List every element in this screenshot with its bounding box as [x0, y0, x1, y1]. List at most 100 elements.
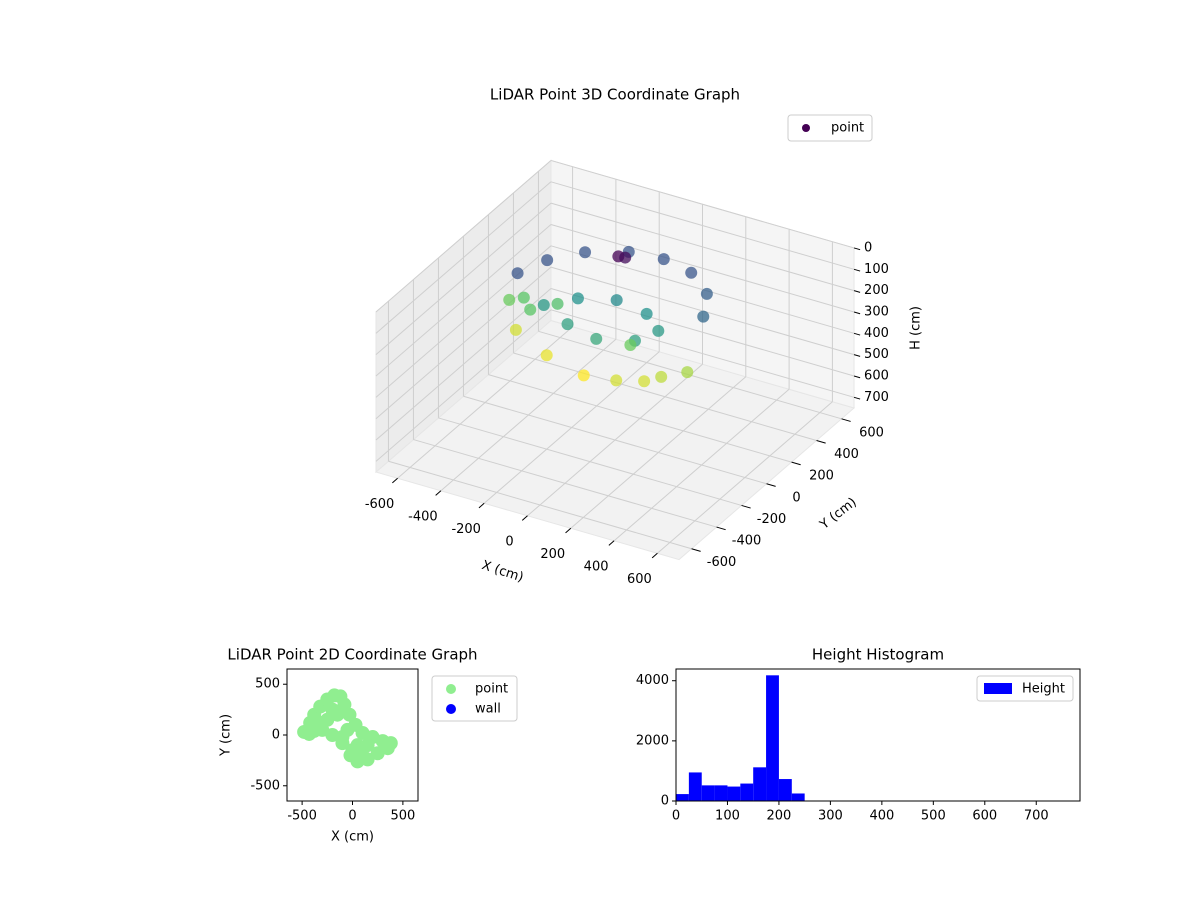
x-tick-label: 300 — [818, 809, 843, 824]
grid-line — [438, 417, 742, 506]
point — [325, 702, 340, 717]
x-tick-label: 400 — [869, 809, 894, 824]
point — [511, 267, 524, 280]
y-tick — [741, 504, 751, 509]
x-tick-label: 100 — [715, 809, 740, 824]
chart-title: LiDAR Point 2D Coordinate Graph — [227, 646, 477, 664]
y-tick — [766, 483, 776, 487]
y-tick-label: 200 — [809, 469, 834, 484]
point — [590, 332, 603, 345]
x-tick — [478, 502, 485, 509]
y-tick-label: 600 — [859, 425, 884, 440]
y-axis-label: Y (cm) — [219, 714, 234, 757]
z-tick — [853, 247, 861, 251]
point — [517, 291, 530, 304]
grid-line — [375, 288, 552, 441]
point — [697, 310, 710, 323]
point — [370, 746, 385, 761]
y-tick-label: -400 — [732, 534, 762, 549]
bar — [727, 786, 741, 801]
z-tick — [853, 311, 861, 315]
z-tick-label: 0 — [864, 240, 872, 255]
x-tick-label: -200 — [451, 522, 481, 537]
y-tick-label: 500 — [255, 677, 280, 692]
bar — [791, 793, 805, 801]
bar — [766, 675, 779, 801]
z-tick — [853, 375, 861, 379]
x-tick-label: 500 — [390, 809, 415, 824]
bar — [740, 783, 754, 801]
z-tick — [853, 332, 861, 336]
z-tick — [853, 354, 861, 357]
y-tick-label: 0 — [661, 794, 669, 809]
y-tick-label: 2000 — [636, 733, 669, 748]
point — [524, 303, 537, 316]
x-tick — [608, 540, 615, 546]
point — [355, 748, 370, 763]
y-tick — [716, 526, 726, 531]
bar — [714, 785, 728, 801]
x-tick — [435, 490, 442, 496]
grid-line — [550, 309, 855, 398]
point — [657, 253, 670, 266]
chart-title: LiDAR Point 3D Coordinate Graph — [490, 86, 740, 104]
grid-line — [413, 439, 717, 528]
grid-line — [375, 181, 552, 334]
y-tick-label: -600 — [707, 555, 737, 570]
grid-line — [550, 223, 855, 313]
grid-line — [550, 181, 855, 270]
bar — [688, 772, 702, 801]
z-tick-label: 100 — [864, 262, 889, 277]
legend-box — [976, 675, 1074, 702]
legend-label: point — [831, 121, 864, 136]
point — [638, 375, 651, 388]
point — [700, 287, 713, 300]
bar — [753, 767, 767, 801]
point — [509, 323, 522, 336]
legend-marker — [984, 683, 1012, 694]
point — [571, 292, 584, 305]
point — [537, 299, 550, 312]
x-tick — [651, 552, 658, 559]
z-tick-label: 200 — [864, 283, 889, 298]
point — [503, 293, 516, 306]
grid-line — [550, 288, 855, 377]
x-tick-label: 600 — [627, 572, 652, 587]
grid-line — [550, 159, 855, 249]
z-tick-label: 500 — [864, 347, 889, 362]
grid-line — [375, 160, 552, 313]
point — [342, 707, 357, 722]
y-tick-label: -200 — [757, 512, 787, 527]
legend-marker — [802, 124, 810, 132]
grid-line — [375, 202, 552, 356]
axes-frame — [675, 668, 1081, 802]
point — [610, 294, 623, 307]
grid-line — [513, 352, 817, 441]
x-tick — [565, 527, 572, 534]
point — [302, 726, 317, 741]
y-tick-label: 0 — [272, 728, 280, 743]
z-axis-label: H (cm) — [909, 306, 924, 350]
x-tick-label: 0 — [348, 809, 356, 824]
x-tick-label: 200 — [767, 809, 792, 824]
y-tick-label: 0 — [792, 490, 800, 505]
x-tick-label: 600 — [972, 809, 997, 824]
z-tick — [853, 268, 861, 272]
x-tick-label: -600 — [365, 497, 395, 512]
point — [685, 266, 698, 279]
z-tick-label: 400 — [864, 326, 889, 341]
z-tick — [853, 290, 861, 293]
z-tick-label: 700 — [864, 390, 889, 405]
y-tick-label: 400 — [834, 447, 859, 462]
y-axis-label: Y (cm) — [817, 495, 860, 533]
point — [624, 338, 637, 351]
grid-line — [463, 395, 767, 485]
x-tick — [392, 477, 398, 484]
bar — [778, 779, 792, 801]
grid-line — [388, 460, 692, 550]
point — [681, 366, 694, 379]
point — [640, 307, 653, 320]
legend-marker — [446, 684, 456, 694]
grid-line — [550, 245, 855, 334]
x-tick-label: 700 — [1024, 809, 1049, 824]
